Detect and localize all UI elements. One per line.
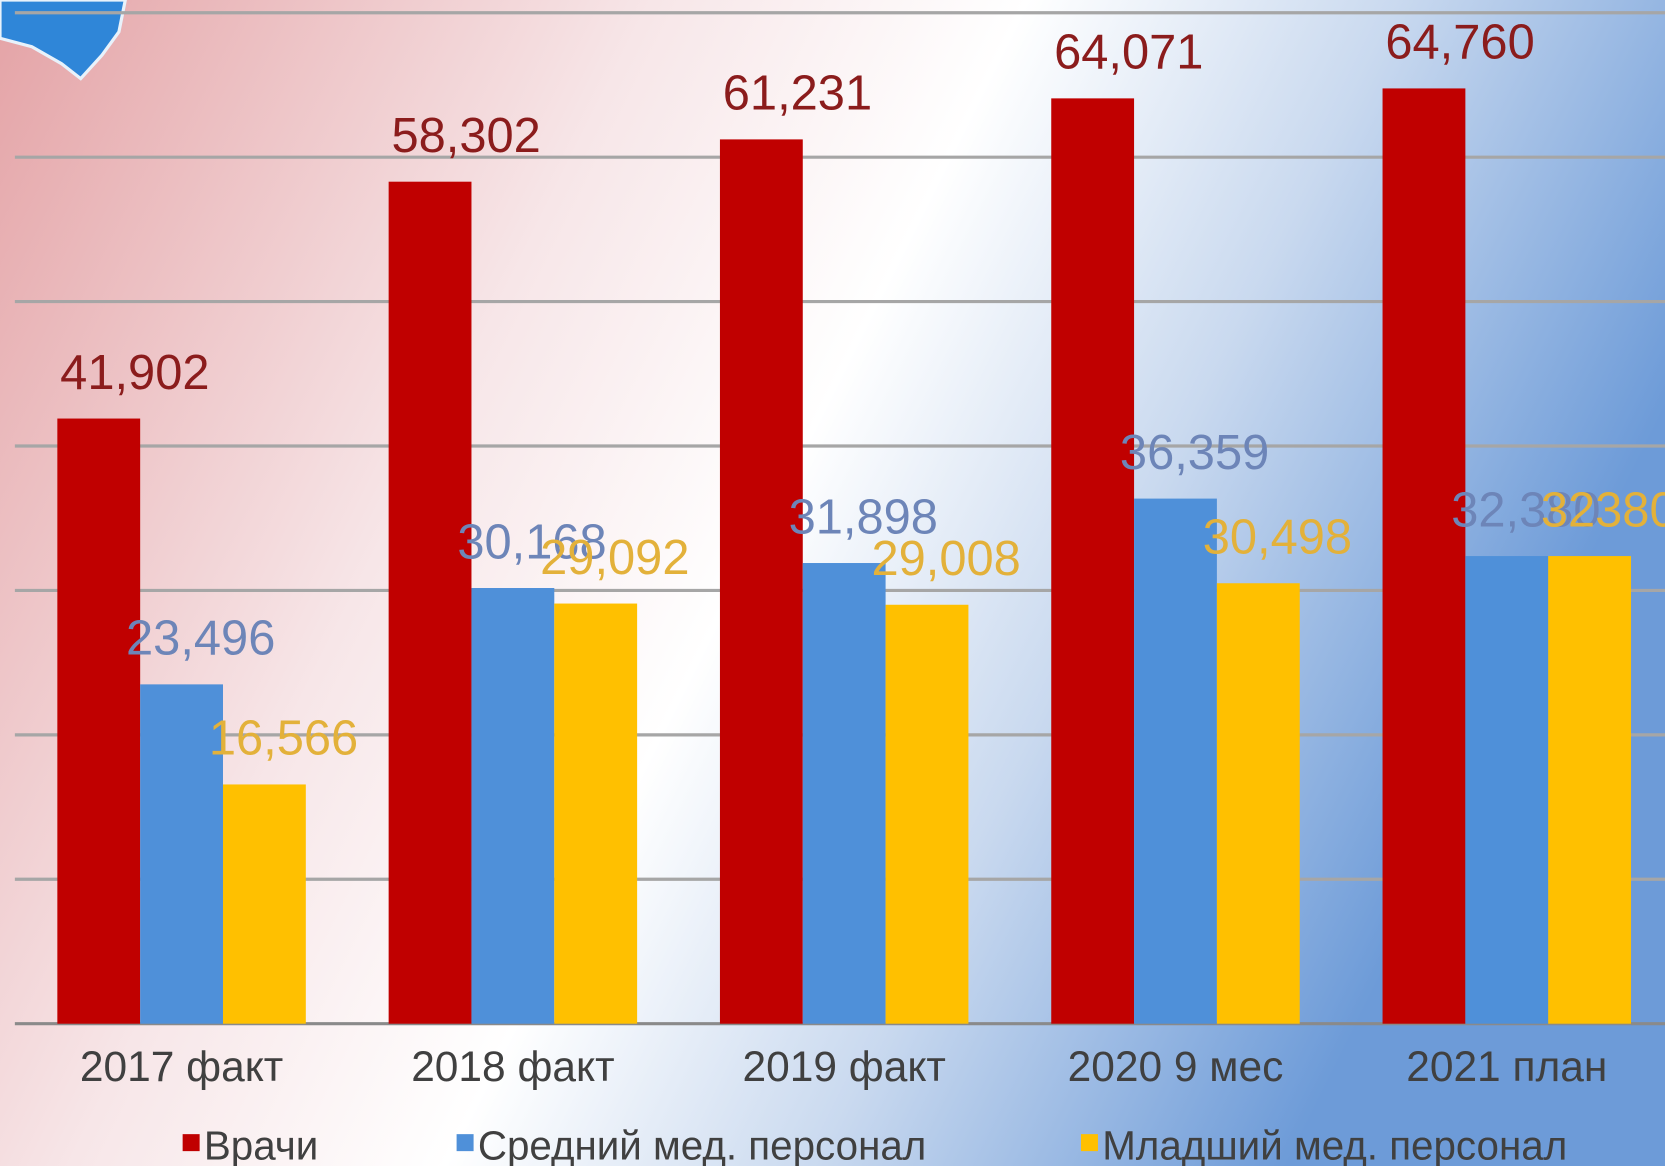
bar (554, 603, 638, 1024)
x-tick-label: 2021 план (1406, 1043, 1607, 1090)
bar (1382, 88, 1466, 1024)
value-label: 32380 (1541, 483, 1665, 537)
value-label: 29,092 (540, 531, 689, 585)
bar (719, 139, 803, 1024)
bar (1548, 556, 1632, 1024)
x-tick-label: 2017 факт (80, 1043, 283, 1090)
legend-label: Врачи (204, 1123, 318, 1166)
value-label: 23,496 (126, 612, 275, 666)
x-tick-label: 2020 9 мес (1068, 1043, 1284, 1090)
bar (802, 563, 886, 1024)
value-label: 30,168 (457, 515, 606, 569)
legend-swatch (182, 1134, 200, 1152)
bar (222, 784, 306, 1024)
bar (140, 684, 223, 1024)
value-label: 41,902 (60, 346, 209, 400)
legend-label: Средний мед. персонал (478, 1123, 927, 1166)
bar (1465, 556, 1549, 1024)
map-icon (0, 0, 127, 81)
value-label: 30,498 (1203, 511, 1352, 565)
bar (471, 588, 555, 1024)
value-label: 58,302 (391, 109, 540, 163)
value-label: 64,071 (1054, 26, 1203, 80)
bar (57, 418, 141, 1024)
legend-label: Младший мед. персонал (1102, 1123, 1567, 1166)
bar (1134, 498, 1217, 1024)
value-label: 31,898 (789, 490, 938, 544)
bar (1051, 98, 1135, 1024)
bar (388, 181, 472, 1024)
bar (1216, 583, 1300, 1024)
legend-swatch (1080, 1134, 1098, 1152)
value-label: 36,359 (1120, 426, 1269, 480)
legend-swatch (456, 1134, 474, 1152)
value-label: 32,380 (1451, 483, 1600, 537)
bar (885, 604, 969, 1024)
value-label: 64,760 (1385, 16, 1534, 70)
value-label: 29,008 (871, 532, 1020, 586)
x-tick-label: 2018 факт (411, 1043, 614, 1090)
value-label: 61,231 (723, 67, 872, 121)
value-label: 16,566 (209, 712, 358, 766)
x-tick-label: 2019 факт (743, 1043, 946, 1090)
